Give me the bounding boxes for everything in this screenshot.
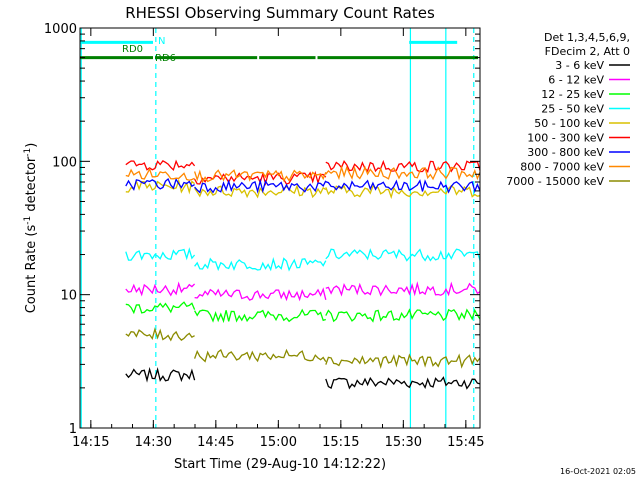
legend-label-5: 100 - 300 keV — [527, 132, 604, 145]
flag-label-2: RD6 — [155, 53, 176, 64]
series-line-3 — [125, 247, 481, 272]
series-line-7 — [125, 164, 481, 184]
legend-label-8: 7000 - 15000 keV — [506, 175, 604, 188]
x-axis-ticks: 14:15 14:30 14:45 15:00 15:15 15:30 15:45 — [72, 28, 485, 450]
legend-label-6: 300 - 800 keV — [527, 146, 604, 159]
x-tick-label-1: 14:30 — [135, 435, 172, 450]
x-axis-label: Start Time (29-Aug-10 14:12:22) — [174, 457, 386, 472]
y-tick-label-1: 10 — [60, 289, 77, 304]
series-line-1 — [125, 281, 481, 302]
x-tick-label-5: 15:30 — [385, 435, 422, 450]
y-tick-label-2: 100 — [52, 155, 77, 170]
x-tick-label-4: 15:15 — [322, 435, 359, 450]
series-line-6 — [125, 177, 481, 194]
x-tick-label-3: 15:00 — [260, 435, 297, 450]
flag-label-0: N — [158, 36, 165, 47]
x-tick-label-6: 15:45 — [447, 435, 484, 450]
plot-frame — [79, 27, 481, 429]
series-lines — [125, 159, 481, 390]
saa-lines — [80, 28, 475, 428]
legend: Det 1,3,4,5,6,9, FDecim 2, Att 0 3 - 6 k… — [506, 31, 630, 188]
x-tick-label-0: 14:15 — [72, 435, 109, 450]
y-axis-label-end: ) — [24, 143, 39, 148]
series-line-2 — [125, 301, 481, 324]
flag-bars: N RD0 RD6 — [80, 36, 478, 64]
y-tick-label-3: 1000 — [44, 22, 77, 37]
legend-label-3: 25 - 50 keV — [541, 103, 604, 116]
legend-header-2: FDecim 2, Att 0 — [545, 45, 630, 58]
legend-label-4: 50 - 100 keV — [534, 117, 604, 130]
legend-label-2: 12 - 25 keV — [541, 88, 604, 101]
y-axis-label: Count Rate (s-1 detector-1) — [23, 143, 39, 314]
y-axis-ticks: 1 10 100 1000 — [44, 22, 480, 437]
legend-label-0: 3 - 6 keV — [555, 59, 604, 72]
series-line-0 — [125, 366, 481, 390]
legend-label-1: 6 - 12 keV — [548, 74, 604, 87]
x-tick-label-2: 14:45 — [197, 435, 234, 450]
legend-label-7: 800 - 7000 keV — [520, 161, 604, 174]
legend-header-1: Det 1,3,4,5,6,9, — [544, 31, 630, 44]
flag-label-1: RD0 — [122, 44, 143, 55]
timestamp: 16-Oct-2021 02:05 — [560, 467, 636, 476]
y-axis-label-main: Count Rate (s — [24, 225, 39, 314]
y-tick-label-0: 1 — [69, 422, 77, 437]
chart-title: RHESSI Observing Summary Count Rates — [125, 4, 435, 22]
y-axis-label-sup-2: -1 — [23, 148, 33, 157]
series-line-8 — [125, 327, 481, 369]
y-axis-label-mid: detector — [24, 156, 39, 216]
y-axis-label-sup-1: -1 — [23, 216, 33, 225]
